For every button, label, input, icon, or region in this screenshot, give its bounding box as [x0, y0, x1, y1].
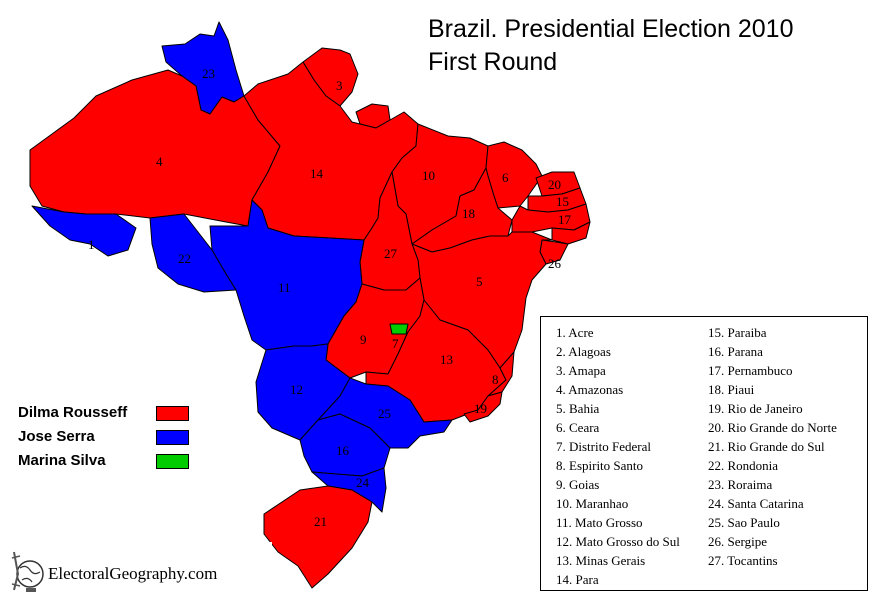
state-key-entry: 12. Mato Grosso do Sul: [556, 534, 680, 549]
map-label-distrito-federal: 7: [392, 336, 399, 351]
map-label-bahia: 5: [476, 274, 483, 289]
legend-item-silva: Marina Silva: [18, 452, 106, 469]
map-label-rio-grande-do-norte: 20: [548, 177, 561, 192]
legend-label-rousseff: Dilma Rousseff: [18, 404, 128, 421]
map-label-rio-de-janeiro: 19: [474, 401, 487, 416]
state-shape-rondonia[interactable]: [149, 213, 237, 293]
map-subtitle: First Round: [428, 48, 558, 76]
map-label-ceara: 6: [502, 170, 509, 185]
state-shape-rio-grande-do-sul[interactable]: [263, 485, 373, 589]
map-label-amazonas: 4: [156, 154, 163, 169]
map-title: Brazil. Presidential Election 2010: [428, 15, 794, 43]
state-key-entry: 3. Amapa: [556, 363, 606, 378]
map-label-rio-grande-do-sul: 21: [314, 514, 327, 529]
state-key-entry: 19. Rio de Janeiro: [708, 401, 803, 416]
state-key-column-1: 1. Acre 2. Alagoas 3. Amapa 4. Amazonas 5. B…: [556, 323, 680, 589]
state-key-entry: 22. Rondonia: [708, 458, 779, 473]
state-shape-acre[interactable]: [31, 205, 137, 257]
state-key-entry: 7. Distrito Federal: [556, 439, 651, 454]
state-key-entry: 26. Sergipe: [708, 534, 767, 549]
state-key-entry: 2. Alagoas: [556, 344, 611, 359]
state-key-entry: 6. Ceara: [556, 420, 600, 435]
map-label-goias: 9: [360, 332, 367, 347]
legend-label-silva: Marina Silva: [18, 452, 106, 469]
map-label-roraima: 23: [202, 66, 215, 81]
map-label-parana: 16: [336, 443, 350, 458]
state-key-entry: 27. Tocantins: [708, 553, 778, 568]
state-key-entry: 9. Goias: [556, 477, 600, 492]
state-key-entry: 8. Espirito Santo: [556, 458, 644, 473]
logo-text: ElectoralGeography.com: [48, 564, 218, 583]
map-label-pernambuco: 17: [558, 212, 572, 227]
state-shape-distrito-federal[interactable]: [389, 323, 409, 335]
state-key-entry: 1. Acre: [556, 325, 594, 340]
legend-swatch-serra: [156, 430, 189, 445]
legend-label-serra: Jose Serra: [18, 428, 95, 445]
map-label-sergipe: 26: [548, 256, 562, 271]
legend-swatch-rousseff: [156, 406, 189, 421]
map-label-rondonia: 22: [178, 251, 191, 266]
state-key-entry: 18. Piaui: [708, 382, 755, 397]
globe-icon: [11, 551, 44, 592]
map-label-espirito-santo: 8: [492, 372, 499, 387]
state-key-entry: 5. Bahia: [556, 401, 600, 416]
legend-item-serra: Jose Serra: [18, 428, 95, 445]
state-key-entry: 15. Paraiba: [708, 325, 767, 340]
map-label-minas-gerais: 13: [440, 352, 453, 367]
state-key-entry: 13. Minas Gerais: [556, 553, 646, 568]
legend-swatch-silva: [156, 454, 189, 469]
state-key-entry: 25. Sao Paulo: [708, 515, 780, 530]
electoral-geography-logo[interactable]: ElectoralGeography.com: [2, 542, 272, 598]
state-key-entry: 4. Amazonas: [556, 382, 624, 397]
state-key-entry: 11. Mato Grosso: [556, 515, 643, 530]
map-label-sao-paulo: 25: [378, 406, 391, 421]
map-label-para: 14: [310, 166, 324, 181]
map-label-acre: 1: [88, 237, 95, 252]
state-key-entry: 16. Parana: [708, 344, 763, 359]
map-label-santa-catarina: 24: [356, 475, 370, 490]
legend-item-rousseff: Dilma Rousseff: [18, 404, 127, 421]
map-label-mato-grosso-do-sul: 12: [290, 382, 303, 397]
map-label-paraiba: 15: [556, 194, 569, 209]
state-key-entry: 21. Rio Grande do Sul: [708, 439, 825, 454]
map-label-amapa: 3: [336, 78, 343, 93]
map-label-maranhao: 10: [422, 168, 435, 183]
state-key-column-2: 15. Paraiba 16. Parana 17. Pernambuco 18. P…: [708, 323, 837, 570]
state-key: 1. Acre 2. Alagoas 3. Amapa 4. Amazonas 5. B…: [540, 316, 868, 591]
state-key-entry: 14. Para: [556, 572, 599, 587]
map-label-tocantins: 27: [384, 246, 398, 261]
state-shape-rio-de-janeiro[interactable]: [463, 391, 503, 423]
state-key-entry: 23. Roraima: [708, 477, 773, 492]
state-key-entry: 17. Pernambuco: [708, 363, 793, 378]
state-key-entry: 24. Santa Catarina: [708, 496, 804, 511]
state-key-entry: 20. Rio Grande do Norte: [708, 420, 837, 435]
state-key-entry: 10. Maranhao: [556, 496, 629, 511]
map-label-piaui: 18: [462, 206, 475, 221]
map-label-mato-grosso: 11: [278, 280, 291, 295]
